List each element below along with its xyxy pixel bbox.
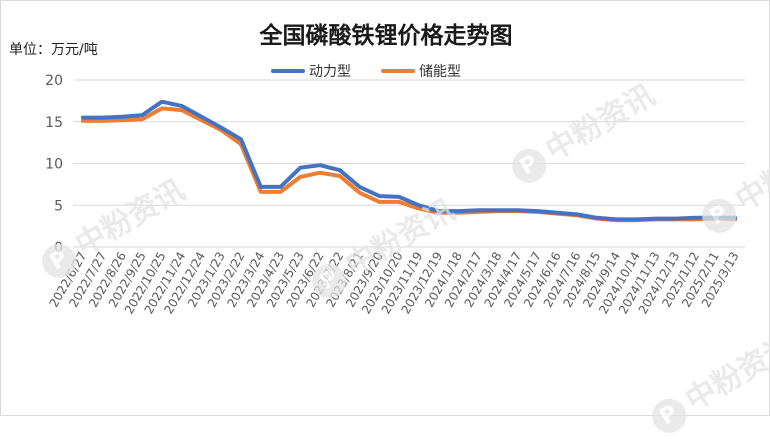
y-tick-label: 5 <box>54 198 63 214</box>
y-tick-label: 0 <box>54 240 63 256</box>
series-line-power <box>80 99 738 222</box>
legend-label: 动力型 <box>309 64 351 80</box>
price-line-chart: 全国磷酸铁锂价格走势图051015202022/6/272022/7/27202… <box>45 22 745 316</box>
chart-title: 全国磷酸铁锂价格走势图 <box>259 22 513 49</box>
unit-label: 单位：万元/吨 <box>9 42 98 58</box>
y-tick-label: 15 <box>45 115 63 131</box>
series-line-storage <box>80 106 738 223</box>
y-tick-label: 10 <box>45 157 63 173</box>
legend-label: 储能型 <box>419 64 461 80</box>
y-tick-label: 20 <box>45 73 63 89</box>
